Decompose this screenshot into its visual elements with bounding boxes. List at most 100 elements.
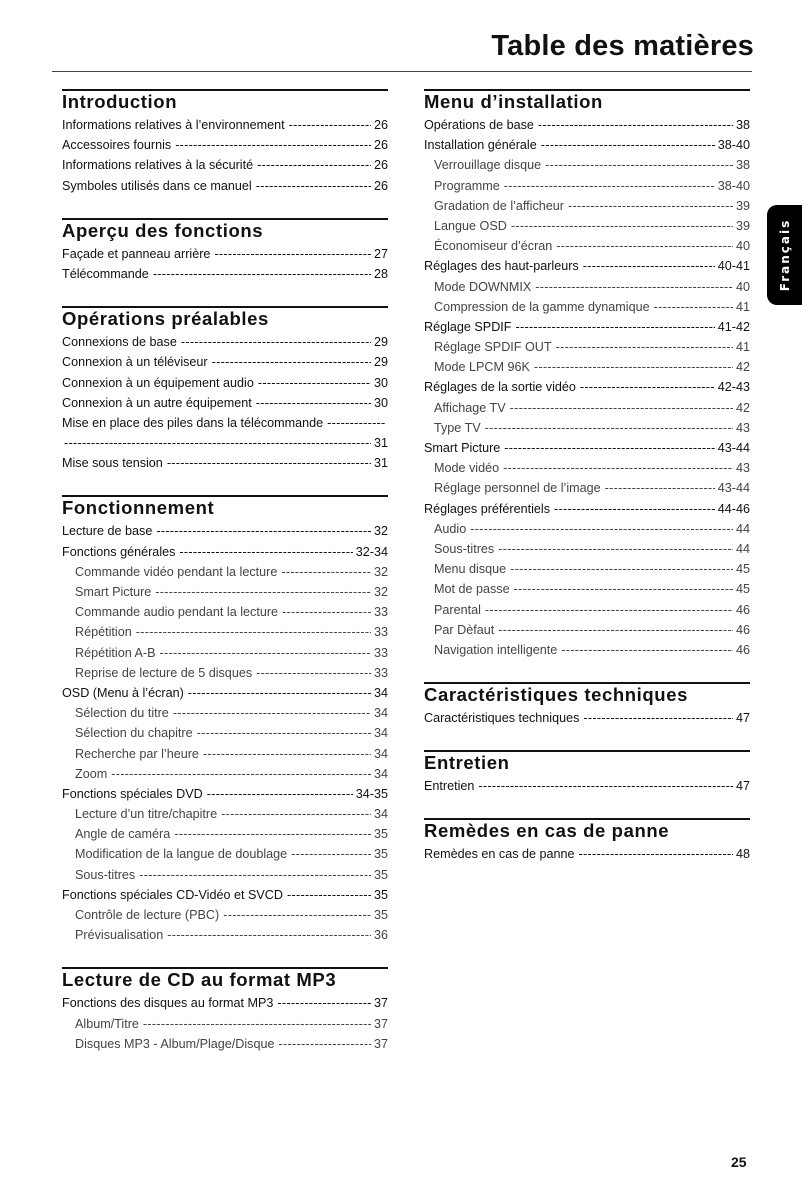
toc-entry[interactable]: Parental 46 — [424, 600, 750, 620]
toc-entry[interactable]: Entretien 47 — [424, 776, 750, 796]
toc-section: Fonctionnement Lecture de base 32 Fonctions… — [62, 495, 388, 945]
leader-dots — [534, 357, 733, 377]
toc-entry[interactable]: Prévisualisation 36 — [62, 925, 388, 945]
toc-entry[interactable]: Symboles utilisés dans ce manuel 26 — [62, 176, 388, 196]
toc-entry[interactable]: Connexion à un téléviseur 29 — [62, 352, 388, 372]
entry-title: Reprise de lecture de 5 disques — [75, 665, 253, 680]
toc-right-column: Menu d’installation Opérations de base 38 I… — [424, 89, 750, 887]
toc-entry[interactable]: Fonctions spéciales DVD 34-35 — [62, 784, 388, 804]
entry-page: 30 — [373, 395, 388, 410]
toc-entry[interactable]: Menu disque 45 — [424, 559, 750, 579]
toc-entry[interactable]: Mode DOWNMIX 40 — [424, 277, 750, 297]
toc-entry[interactable]: Économiseur d’écran 40 — [424, 236, 750, 256]
entry-title: Disques MP3 - Album/Plage/Disque — [75, 1036, 275, 1051]
toc-entry[interactable]: Fonctions des disques au format MP3 37 — [62, 993, 388, 1013]
toc-entry[interactable]: Mise sous tension 31 — [62, 453, 388, 473]
toc-entry[interactable]: Fonctions spéciales CD-Vidéo et SVCD 35 — [62, 885, 388, 905]
toc-entry[interactable]: Réglages préférentiels 44-46 — [424, 499, 750, 519]
toc-entry[interactable]: Contrôle de lecture (PBC) 35 — [62, 905, 388, 925]
toc-entry[interactable]: Caractéristiques techniques 47 — [424, 708, 750, 728]
toc-entry[interactable]: Remèdes en cas de panne 48 — [424, 844, 750, 864]
toc-entry[interactable]: Commande vidéo pendant la lecture 32 — [62, 562, 388, 582]
leader-dots — [289, 115, 371, 135]
toc-section: Opérations préalables Connexions de base 2… — [62, 306, 388, 473]
entry-title: Accessoires fournis — [62, 138, 172, 153]
toc-entry[interactable]: Reprise de lecture de 5 disques 33 — [62, 663, 388, 683]
toc-entry[interactable]: Mot de passe 45 — [424, 579, 750, 599]
toc-entry[interactable]: Mise en place des piles dans la télécomm… — [62, 413, 388, 433]
leader-dots — [256, 176, 371, 196]
toc-entry[interactable]: Sous-titres 44 — [424, 539, 750, 559]
page-title: Table des matières — [491, 30, 754, 62]
toc-entry[interactable]: Disques MP3 - Album/Plage/Disque 37 — [62, 1034, 388, 1054]
toc-entry[interactable]: Réglages de la sortie vidéo 42-43 — [424, 377, 750, 397]
toc-entry[interactable]: Sélection du titre 34 — [62, 703, 388, 723]
entry-page: 33 — [373, 605, 388, 620]
toc-entry[interactable]: Lecture de base 32 — [62, 521, 388, 541]
toc-entry[interactable]: Commande audio pendant la lecture 33 — [62, 602, 388, 622]
toc-entry[interactable]: Type TV 43 — [424, 418, 750, 438]
entry-title: Réglages de la sortie vidéo — [424, 380, 576, 395]
entry-page: 47 — [735, 711, 750, 726]
toc-entry[interactable]: Verrouillage disque 38 — [424, 155, 750, 175]
toc-entry[interactable]: Installation générale 38-40 — [424, 135, 750, 155]
entry-page: 46 — [735, 642, 750, 657]
toc-entry[interactable]: Réglage personnel de l’image 43-44 — [424, 478, 750, 498]
toc-entry[interactable]: Langue OSD 39 — [424, 216, 750, 236]
entry-title: Par Dèfaut — [434, 622, 495, 637]
toc-entry[interactable]: Répétition 33 — [62, 622, 388, 642]
toc-entry[interactable]: Navigation intelligente 46 — [424, 640, 750, 660]
entry-page: 38 — [735, 158, 750, 173]
entry-title: Commande audio pendant la lecture — [75, 605, 279, 620]
toc-entry[interactable]: Connexions de base 29 — [62, 332, 388, 352]
leader-dots — [256, 393, 371, 413]
toc-entry[interactable]: Album/Titre 37 — [62, 1014, 388, 1034]
leader-dots — [514, 579, 733, 599]
leader-dots — [535, 277, 733, 297]
toc-entry[interactable]: Modification de la langue de doublage 35 — [62, 844, 388, 864]
toc-entry[interactable]: Zoom 34 — [62, 764, 388, 784]
toc-entry[interactable]: Affichage TV 42 — [424, 398, 750, 418]
toc-entry[interactable]: Gradation de l’afficheur 39 — [424, 196, 750, 216]
toc-entry[interactable]: Répétition A-B 33 — [62, 643, 388, 663]
toc-entry-continuation[interactable]: 31 — [62, 433, 388, 453]
leader-dots — [143, 1014, 371, 1034]
toc-entry[interactable]: Par Dèfaut 46 — [424, 620, 750, 640]
entry-page: 44 — [735, 541, 750, 556]
toc-entry[interactable]: Fonctions générales 32-34 — [62, 542, 388, 562]
toc-entry[interactable]: Informations relatives à la sécurité 26 — [62, 155, 388, 175]
toc-entry[interactable]: Lecture d’un titre/chapitre 34 — [62, 804, 388, 824]
toc-entry[interactable]: Angle de caméra 35 — [62, 824, 388, 844]
toc-entry[interactable]: Sélection du chapitre 34 — [62, 723, 388, 743]
entry-page: 29 — [373, 335, 388, 350]
entry-title: Opérations de base — [424, 118, 534, 132]
toc-entry[interactable]: Réglages des haut-parleurs 40-41 — [424, 256, 750, 276]
toc-entry[interactable]: Opérations de base 38 — [424, 115, 750, 135]
leader-dots — [179, 542, 352, 562]
leader-dots — [160, 643, 371, 663]
toc-entry[interactable]: Mode vidéo 43 — [424, 458, 750, 478]
entry-page: 34 — [373, 746, 388, 761]
toc-entry[interactable]: Façade et panneau arrière 27 — [62, 244, 388, 264]
toc-entry[interactable]: Recherche par l’heure 34 — [62, 744, 388, 764]
toc-entry[interactable]: Connexion à un autre équipement 30 — [62, 393, 388, 413]
toc-entry[interactable]: Accessoires fournis 26 — [62, 135, 388, 155]
toc-entry[interactable]: Audio 44 — [424, 519, 750, 539]
entry-page: 37 — [373, 1016, 388, 1031]
leader-dots — [197, 723, 371, 743]
entry-page: 34 — [373, 807, 388, 822]
toc-entry[interactable]: Connexion à un équipement audio 30 — [62, 373, 388, 393]
toc-entry[interactable]: Réglage SPDIF OUT 41 — [424, 337, 750, 357]
entry-page: 32-34 — [355, 544, 388, 559]
toc-entry[interactable]: OSD (Menu à l’écran) 34 — [62, 683, 388, 703]
toc-entry[interactable]: Programme 38-40 — [424, 176, 750, 196]
toc-entry[interactable]: Réglage SPDIF 41-42 — [424, 317, 750, 337]
toc-entry[interactable]: Sous-titres 35 — [62, 865, 388, 885]
entry-page: 35 — [373, 887, 388, 902]
toc-entry[interactable]: Télécommande 28 — [62, 264, 388, 284]
toc-entry[interactable]: Smart Picture 43-44 — [424, 438, 750, 458]
toc-entry[interactable]: Informations relatives à l’environnement… — [62, 115, 388, 135]
toc-entry[interactable]: Smart Picture 32 — [62, 582, 388, 602]
toc-entry[interactable]: Mode LPCM 96K 42 — [424, 357, 750, 377]
toc-entry[interactable]: Compression de la gamme dynamique 41 — [424, 297, 750, 317]
